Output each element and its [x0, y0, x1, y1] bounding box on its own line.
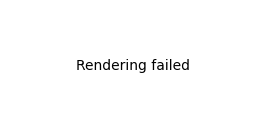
Text: Rendering failed: Rendering failed — [76, 59, 190, 73]
